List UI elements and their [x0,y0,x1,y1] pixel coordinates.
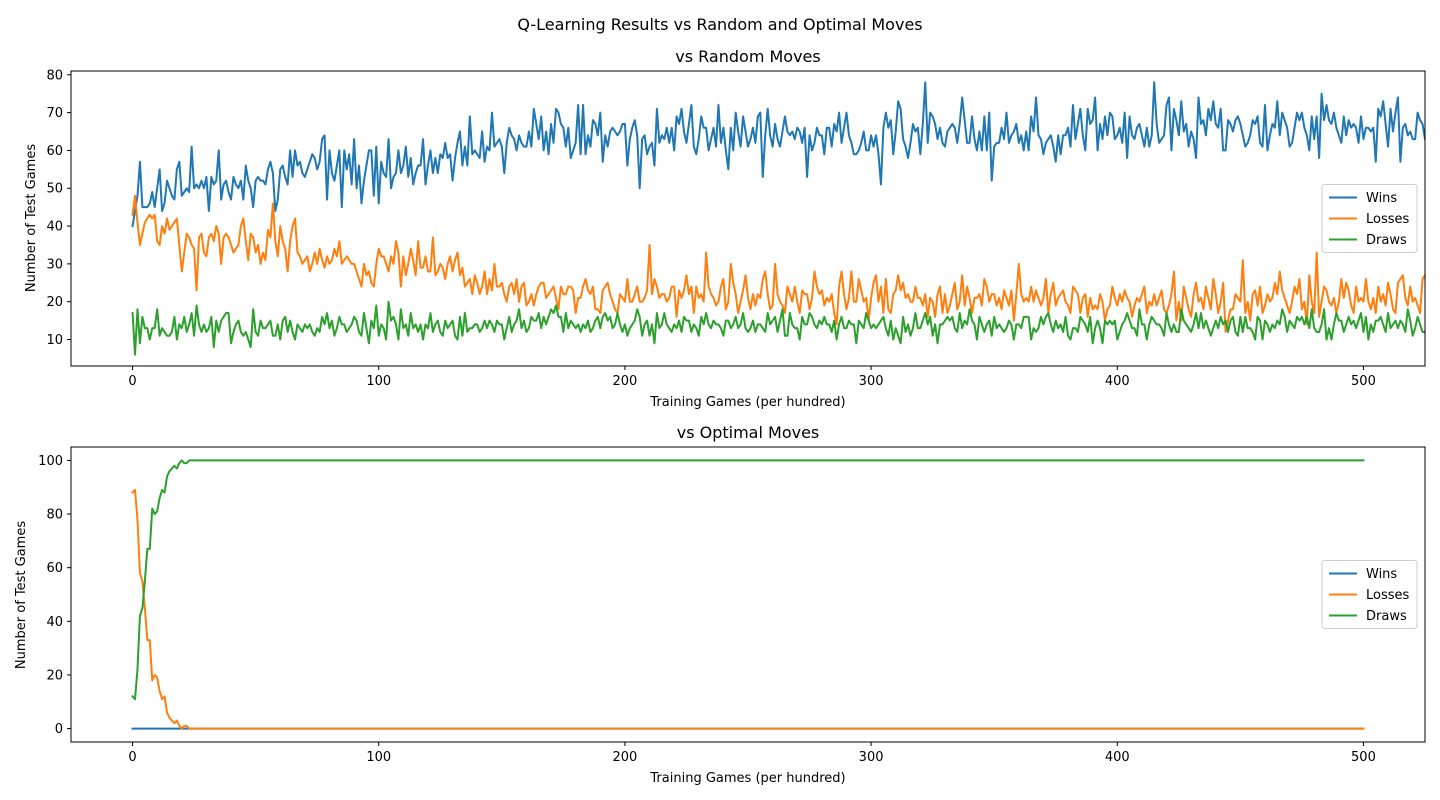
chart-vs-optimal: vs Optimal Moves Training Games (per hun… [14,423,1426,786]
figure-suptitle: Q-Learning Results vs Random and Optimal… [517,15,922,34]
legend-label: Draws [1366,609,1407,624]
series-line-draws [131,459,1365,701]
x-tick-label: 500 [1351,750,1376,765]
series-line-losses [131,194,1425,333]
y-tick-label: 20 [46,668,63,683]
x-tick-label: 200 [612,750,637,765]
y-tick-label: 40 [46,220,63,235]
x-tick-label: 0 [128,374,136,389]
x-axis-label: Training Games (per hundred) [649,771,845,786]
x-tick-label: 200 [612,374,637,389]
legend-label: Losses [1366,588,1410,603]
y-tick-label: 20 [46,295,63,310]
chart-vs-random: vs Random Moves Training Games (per hund… [24,47,1426,410]
legend: Wins Losses Draws [1321,560,1418,629]
y-tick-label: 70 [46,106,63,121]
x-tick-label: 400 [1105,750,1130,765]
x-tick-label: 100 [366,750,391,765]
x-axis-label: Training Games (per hundred) [649,395,845,410]
x-tick-label: 400 [1105,374,1130,389]
x-tick-label: 100 [366,374,391,389]
y-tick-label: 10 [46,333,63,348]
y-tick-label: 60 [46,144,63,159]
series-line-losses [131,488,1365,730]
series-line-wins [131,81,1425,228]
x-tick-label: 300 [859,374,884,389]
series-line-draws [131,300,1425,356]
y-tick-label: 60 [46,561,63,576]
y-tick-label: 80 [46,68,63,83]
y-axis-label: Number of Test Games [24,144,39,292]
y-tick-label: 30 [46,257,63,272]
axes-frame [70,446,1426,743]
y-tick-label: 50 [46,182,63,197]
x-tick-label: 0 [128,750,136,765]
y-axis-label: Number of Test Games [14,521,29,669]
chart-title: vs Random Moves [675,47,820,66]
legend-label: Losses [1366,212,1410,227]
legend-label: Wins [1366,191,1397,206]
legend-label: Wins [1366,567,1397,582]
x-tick-label: 300 [859,750,884,765]
y-tick-label: 40 [46,615,63,630]
legend-label: Draws [1366,233,1407,248]
y-tick-label: 80 [46,508,63,523]
x-tick-label: 500 [1351,374,1376,389]
legend: Wins Losses Draws [1321,184,1418,253]
chart-title: vs Optimal Moves [677,423,820,442]
y-tick-label: 100 [38,454,63,469]
axes-frame [70,70,1426,367]
y-tick-label: 0 [55,722,63,737]
